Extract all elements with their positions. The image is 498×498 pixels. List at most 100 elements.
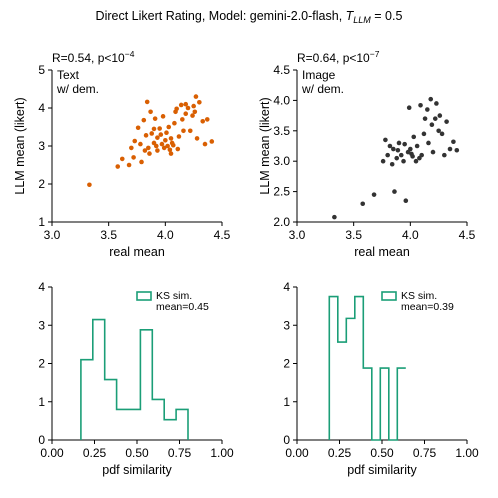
chart-panel-histogram-image: 0.00 0.25 0.50 0.75 1.00 0 1 2 3 4 pdf similarity K… — [283, 280, 479, 477]
data-point — [371, 192, 377, 197]
legend-label: mean=0.45 — [156, 301, 209, 313]
data-point — [436, 128, 441, 134]
suptitle-t: T — [346, 9, 355, 23]
x-axis-label: real mean — [354, 245, 410, 259]
x-tick-label: 1.00 — [210, 446, 234, 460]
histogram-bar — [380, 368, 389, 440]
chart-panel-histogram-text: 0.00 0.25 0.50 0.75 1.00 0 1 2 3 4 pdf similarity K… — [38, 280, 234, 477]
x-tick-label: 4.5 — [214, 228, 231, 242]
panel-label-line: Text — [57, 68, 80, 82]
data-point — [411, 134, 417, 140]
x-tick-label: 0.00 — [285, 446, 309, 460]
data-point — [419, 152, 424, 158]
histogram-bar — [346, 318, 355, 440]
x-tick-label: 4.0 — [402, 228, 419, 242]
data-point — [202, 141, 208, 147]
panel-label-line: Image — [302, 68, 336, 82]
histogram-bar — [93, 320, 105, 440]
data-point — [176, 134, 182, 139]
data-point — [408, 146, 413, 152]
data-point — [141, 117, 147, 123]
suptitle-t-sub: LLM — [353, 15, 371, 25]
data-point — [181, 128, 186, 134]
data-point — [442, 152, 447, 158]
histogram-bar — [129, 409, 141, 440]
y-tick-label: 1 — [283, 395, 290, 409]
histogram-bar — [329, 297, 338, 440]
x-tick-label: 3.5 — [345, 228, 362, 242]
data-point — [394, 155, 400, 161]
data-point — [138, 141, 143, 147]
y-tick-label: 3 — [38, 318, 45, 332]
legend-label: KS sim. — [401, 290, 437, 302]
data-point — [434, 101, 439, 106]
suptitle: Direct Likert Rating, Model: gemini-2.0-… — [96, 9, 403, 25]
data-point — [439, 131, 445, 137]
y-tick-label: 4.0 — [273, 93, 290, 107]
histogram-bar — [117, 409, 129, 440]
legend-label: mean=0.39 — [401, 301, 454, 313]
y-tick-label: 3 — [38, 139, 45, 153]
data-point — [360, 201, 366, 207]
y-tick-label: 3.5 — [273, 124, 290, 138]
data-point — [383, 137, 388, 143]
data-point — [129, 145, 134, 151]
y-axis-label: LLM mean (likert) — [13, 97, 27, 194]
x-tick-label: 0.50 — [370, 446, 394, 460]
data-point — [147, 151, 152, 156]
data-point — [402, 141, 407, 147]
data-point — [168, 136, 174, 141]
x-tick-label: 0.00 — [40, 446, 64, 460]
legend-label: KS sim. — [156, 290, 192, 302]
x-tick-label: 0.25 — [328, 446, 352, 460]
data-point — [385, 152, 390, 158]
data-point — [437, 113, 443, 118]
data-point — [451, 139, 456, 145]
data-point — [180, 117, 185, 122]
data-point — [332, 214, 337, 220]
data-point — [135, 125, 141, 131]
data-point — [119, 156, 125, 162]
data-point — [395, 147, 401, 153]
data-point — [168, 151, 174, 156]
data-point — [197, 100, 202, 105]
chart-panel-scatter-text: 3.0 3.5 4.0 4.5 1 2 3 4 5 real mean LLM mean (like… — [13, 49, 231, 259]
chart-panel-scatter-image: 3.0 3.5 4.0 4.5 2.0 2.5 3.0 3.5 4.0 4.5 real mean L… — [258, 49, 476, 259]
y-tick-label: 1 — [38, 215, 45, 229]
data-point — [175, 146, 181, 152]
data-point — [155, 135, 160, 140]
data-point — [413, 158, 419, 164]
data-point — [432, 116, 438, 121]
data-point — [428, 96, 434, 102]
data-point — [190, 113, 195, 118]
data-point — [142, 148, 148, 153]
panel-label-line: w/ dem. — [56, 82, 99, 96]
data-point — [380, 158, 386, 164]
data-point — [409, 151, 414, 157]
data-point — [447, 146, 453, 152]
data-point — [396, 140, 402, 146]
y-tick-label: 4.5 — [273, 63, 290, 77]
data-point — [193, 94, 199, 99]
data-point — [422, 116, 428, 121]
data-point — [187, 128, 193, 134]
data-point — [174, 106, 179, 112]
data-point — [148, 109, 153, 115]
stat-text: R=0.64, p<10 — [297, 51, 370, 65]
data-point — [430, 149, 436, 155]
data-point — [163, 138, 168, 143]
data-point — [167, 147, 173, 153]
data-point — [170, 142, 176, 148]
suptitle-main: Direct Likert Rating, Model: gemini-2.0-… — [96, 9, 346, 23]
panel-label-line: w/ dem. — [301, 82, 344, 96]
x-tick-label: 3.0 — [44, 228, 61, 242]
data-point — [160, 114, 166, 119]
data-point — [131, 155, 136, 160]
data-point — [149, 131, 155, 136]
histogram-bar — [355, 297, 364, 440]
data-point — [200, 119, 206, 124]
x-axis-label: pdf similarity — [102, 463, 172, 477]
data-point — [414, 143, 420, 149]
x-tick-label: 0.50 — [125, 446, 149, 460]
